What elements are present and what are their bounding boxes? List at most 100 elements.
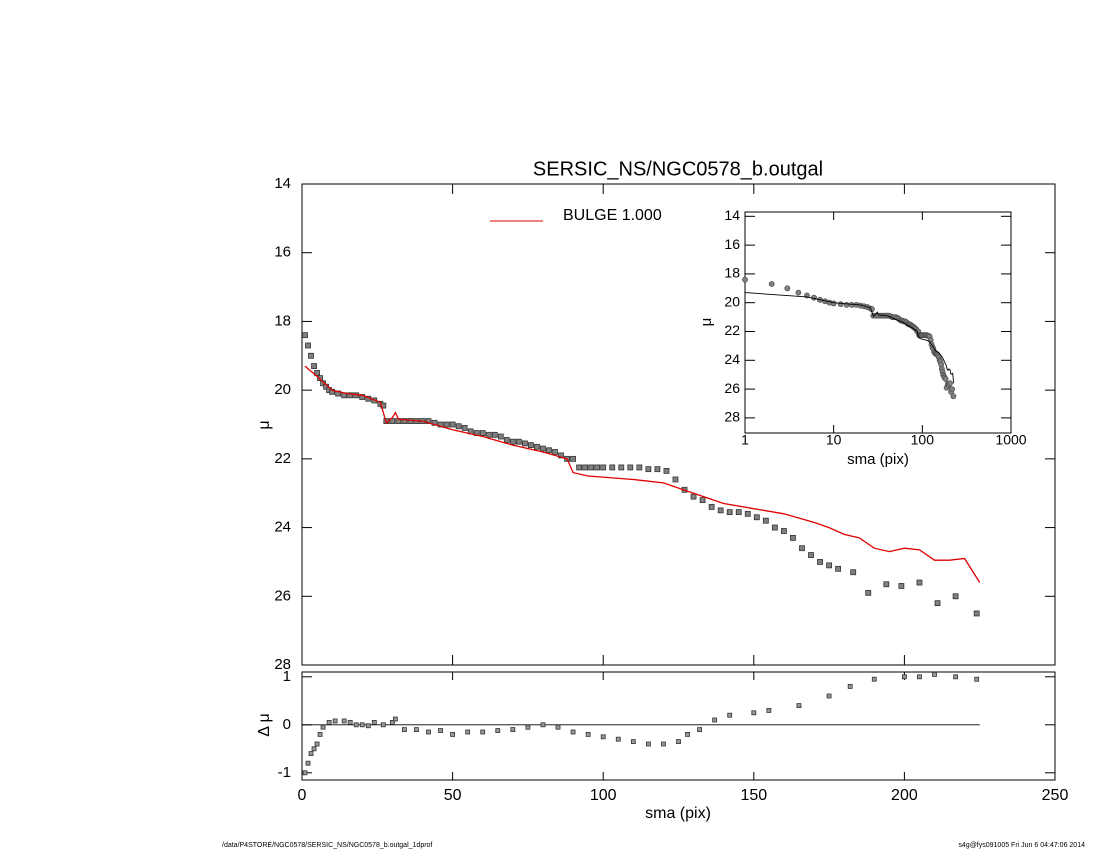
inset-point bbox=[942, 376, 949, 382]
y-axis-label: μ bbox=[256, 420, 273, 429]
data-point bbox=[317, 375, 323, 382]
residual-point bbox=[365, 723, 371, 729]
inset-point bbox=[830, 300, 837, 307]
data-point bbox=[308, 352, 314, 359]
data-point bbox=[781, 528, 787, 534]
residual-point bbox=[314, 741, 320, 747]
data-point bbox=[790, 534, 796, 541]
data-point bbox=[753, 514, 760, 521]
y-tick-label: 20 bbox=[274, 381, 291, 398]
data-point bbox=[437, 421, 444, 428]
data-point bbox=[491, 431, 498, 438]
residual-point bbox=[826, 693, 832, 699]
residual-point bbox=[311, 746, 317, 752]
residual-point bbox=[917, 674, 922, 680]
data-point bbox=[708, 504, 715, 510]
residual-point bbox=[510, 727, 516, 732]
data-point bbox=[645, 466, 652, 473]
data-point bbox=[546, 447, 552, 454]
data-point bbox=[497, 433, 504, 440]
x-tick-label: 0 bbox=[298, 787, 307, 804]
residual-point bbox=[796, 703, 802, 708]
residual-point bbox=[974, 676, 980, 682]
y-tick-label: 24 bbox=[274, 519, 291, 536]
data-point bbox=[479, 430, 486, 436]
residual-point bbox=[353, 722, 359, 728]
y-tick-label: 16 bbox=[724, 236, 740, 252]
residual-point bbox=[751, 710, 757, 716]
data-point bbox=[401, 418, 408, 424]
data-point bbox=[973, 610, 980, 617]
residual-point bbox=[320, 724, 326, 730]
data-point bbox=[449, 421, 456, 428]
y-tick-label: 22 bbox=[274, 450, 291, 467]
data-point bbox=[461, 425, 468, 431]
residual-point bbox=[341, 718, 347, 724]
inset-point bbox=[949, 386, 956, 392]
data-point bbox=[672, 476, 679, 483]
residual-point bbox=[600, 734, 606, 740]
data-point bbox=[305, 342, 311, 349]
y-axis-label: μ bbox=[698, 318, 715, 327]
y-tick-label: 26 bbox=[274, 587, 291, 604]
y-tick-label: 20 bbox=[724, 293, 740, 309]
residual-point bbox=[317, 732, 323, 737]
y-tick-label: -1 bbox=[278, 764, 291, 781]
residual-point bbox=[570, 729, 576, 735]
data-point bbox=[509, 438, 516, 445]
inset-point bbox=[843, 301, 850, 308]
legend-label: BULGE 1.000 bbox=[563, 207, 662, 224]
data-point bbox=[359, 394, 366, 400]
data-point bbox=[570, 455, 576, 462]
data-point bbox=[627, 464, 634, 471]
data-point bbox=[898, 583, 905, 589]
residual-point bbox=[495, 728, 501, 733]
residual-point bbox=[392, 716, 398, 722]
y-tick-label: 28 bbox=[724, 409, 740, 425]
data-point bbox=[636, 464, 643, 471]
data-point bbox=[808, 552, 814, 558]
x-tick-label: 100 bbox=[590, 787, 617, 804]
residual-point bbox=[426, 729, 431, 735]
data-point bbox=[314, 370, 320, 376]
data-point bbox=[534, 443, 540, 450]
residual-point bbox=[615, 736, 621, 742]
residual-point bbox=[661, 741, 666, 747]
residual-point bbox=[766, 708, 772, 713]
residual-point bbox=[380, 722, 386, 728]
residual-point bbox=[371, 720, 377, 725]
data-point bbox=[528, 442, 534, 449]
data-point bbox=[503, 437, 510, 443]
data-point bbox=[389, 418, 396, 424]
data-point bbox=[826, 562, 832, 569]
data-point bbox=[302, 332, 308, 339]
x-axis-label: sma (pix) bbox=[847, 451, 909, 468]
inset-background bbox=[745, 212, 1011, 433]
residual-point bbox=[347, 720, 353, 725]
data-point bbox=[744, 510, 751, 517]
data-point bbox=[455, 423, 462, 430]
y-tick-label: 18 bbox=[274, 312, 291, 329]
footer-path: /data/P4STORE/NGC0578/SERSIC_NS/NGC0578_… bbox=[222, 842, 432, 849]
x-tick-label: 250 bbox=[1042, 787, 1069, 804]
y-tick-label: 18 bbox=[724, 265, 740, 281]
data-point bbox=[515, 438, 522, 445]
residual-point bbox=[630, 739, 636, 744]
data-point bbox=[552, 449, 558, 455]
data-point bbox=[311, 363, 317, 369]
residual-point bbox=[555, 724, 561, 730]
data-point bbox=[817, 559, 823, 565]
residual-point bbox=[645, 741, 651, 747]
residual-point bbox=[932, 672, 937, 677]
data-point bbox=[540, 445, 546, 452]
residual-point bbox=[308, 751, 314, 756]
residual-point bbox=[585, 732, 591, 737]
residual-point bbox=[525, 724, 531, 730]
y-tick-label: 28 bbox=[274, 656, 291, 673]
x-tick-label: 1 bbox=[741, 432, 749, 448]
data-point bbox=[699, 497, 706, 503]
data-point bbox=[865, 589, 872, 596]
residual-point bbox=[712, 717, 718, 723]
data-point bbox=[431, 419, 438, 426]
